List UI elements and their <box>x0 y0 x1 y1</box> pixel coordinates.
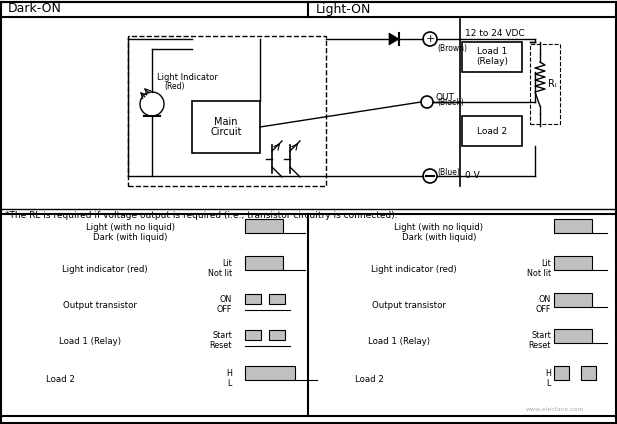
Text: 0 V: 0 V <box>465 171 480 181</box>
Bar <box>245 219 283 233</box>
Text: OFF: OFF <box>217 306 232 315</box>
Text: *The RL is required if voltage output is required (i.e., transistor circuitry is: *The RL is required if voltage output is… <box>5 212 397 220</box>
Bar <box>554 293 592 307</box>
Text: www.elecfans.com: www.elecfans.com <box>526 407 584 412</box>
Text: Output transistor: Output transistor <box>372 301 446 310</box>
Text: Lit: Lit <box>222 259 232 268</box>
Text: Light indicator (red): Light indicator (red) <box>62 265 148 273</box>
Circle shape <box>423 169 437 183</box>
Text: Light (with no liquid): Light (with no liquid) <box>394 223 484 232</box>
Text: Circuit: Circuit <box>210 127 242 137</box>
Circle shape <box>140 92 164 116</box>
Text: Light Indicator: Light Indicator <box>157 73 218 83</box>
Text: Start: Start <box>531 332 551 340</box>
Bar <box>462 42 522 72</box>
Bar <box>245 366 295 380</box>
Text: (Blue): (Blue) <box>437 167 460 176</box>
Text: Reset: Reset <box>529 341 551 351</box>
Bar <box>245 256 283 270</box>
Text: OFF: OFF <box>536 306 551 315</box>
Text: Load 1: Load 1 <box>477 47 507 56</box>
Circle shape <box>421 96 433 108</box>
Text: H: H <box>545 368 551 377</box>
Text: Dark-ON: Dark-ON <box>8 3 62 16</box>
Bar <box>128 36 326 186</box>
Text: (Black): (Black) <box>437 98 464 106</box>
Text: Start: Start <box>212 332 232 340</box>
Text: Load 1 (Relay): Load 1 (Relay) <box>368 338 430 346</box>
Text: Dark (with liquid): Dark (with liquid) <box>402 232 476 242</box>
Text: Dark (with liquid): Dark (with liquid) <box>93 232 167 242</box>
Text: Light indicator (red): Light indicator (red) <box>371 265 457 273</box>
Bar <box>554 219 592 233</box>
Bar <box>554 256 592 270</box>
Text: Light (with no liquid): Light (with no liquid) <box>86 223 175 232</box>
Polygon shape <box>389 33 399 45</box>
Bar <box>245 330 261 340</box>
Bar <box>462 116 522 146</box>
Text: H: H <box>226 368 232 377</box>
Text: (Brown): (Brown) <box>437 45 467 53</box>
Text: OUT: OUT <box>435 94 454 103</box>
Text: L: L <box>228 379 232 388</box>
Text: 12 to 24 VDC: 12 to 24 VDC <box>465 30 524 39</box>
Bar <box>269 330 285 340</box>
Text: Not lit: Not lit <box>527 268 551 277</box>
Text: Load 2: Load 2 <box>477 126 507 136</box>
Bar <box>554 329 592 343</box>
Bar <box>530 44 560 124</box>
Bar <box>245 294 261 304</box>
Text: Load 1 (Relay): Load 1 (Relay) <box>59 338 121 346</box>
Text: Rₗ: Rₗ <box>548 79 557 89</box>
Bar <box>269 294 285 304</box>
Text: Reset: Reset <box>210 341 232 351</box>
Text: Not lit: Not lit <box>208 268 232 277</box>
Text: Load 2: Load 2 <box>46 374 75 383</box>
Bar <box>192 101 260 153</box>
Text: Main: Main <box>214 117 238 127</box>
Text: +: + <box>425 34 435 44</box>
Text: Output transistor: Output transistor <box>63 301 137 310</box>
Text: Light-ON: Light-ON <box>316 3 371 16</box>
Text: (Relay): (Relay) <box>476 58 508 67</box>
Circle shape <box>423 32 437 46</box>
Text: ON: ON <box>220 296 232 304</box>
Bar <box>554 366 569 380</box>
Text: L: L <box>547 379 551 388</box>
Text: Lit: Lit <box>541 259 551 268</box>
Text: ON: ON <box>539 296 551 304</box>
Text: Load 2: Load 2 <box>355 374 383 383</box>
Bar <box>581 366 596 380</box>
Text: (Red): (Red) <box>164 81 184 90</box>
